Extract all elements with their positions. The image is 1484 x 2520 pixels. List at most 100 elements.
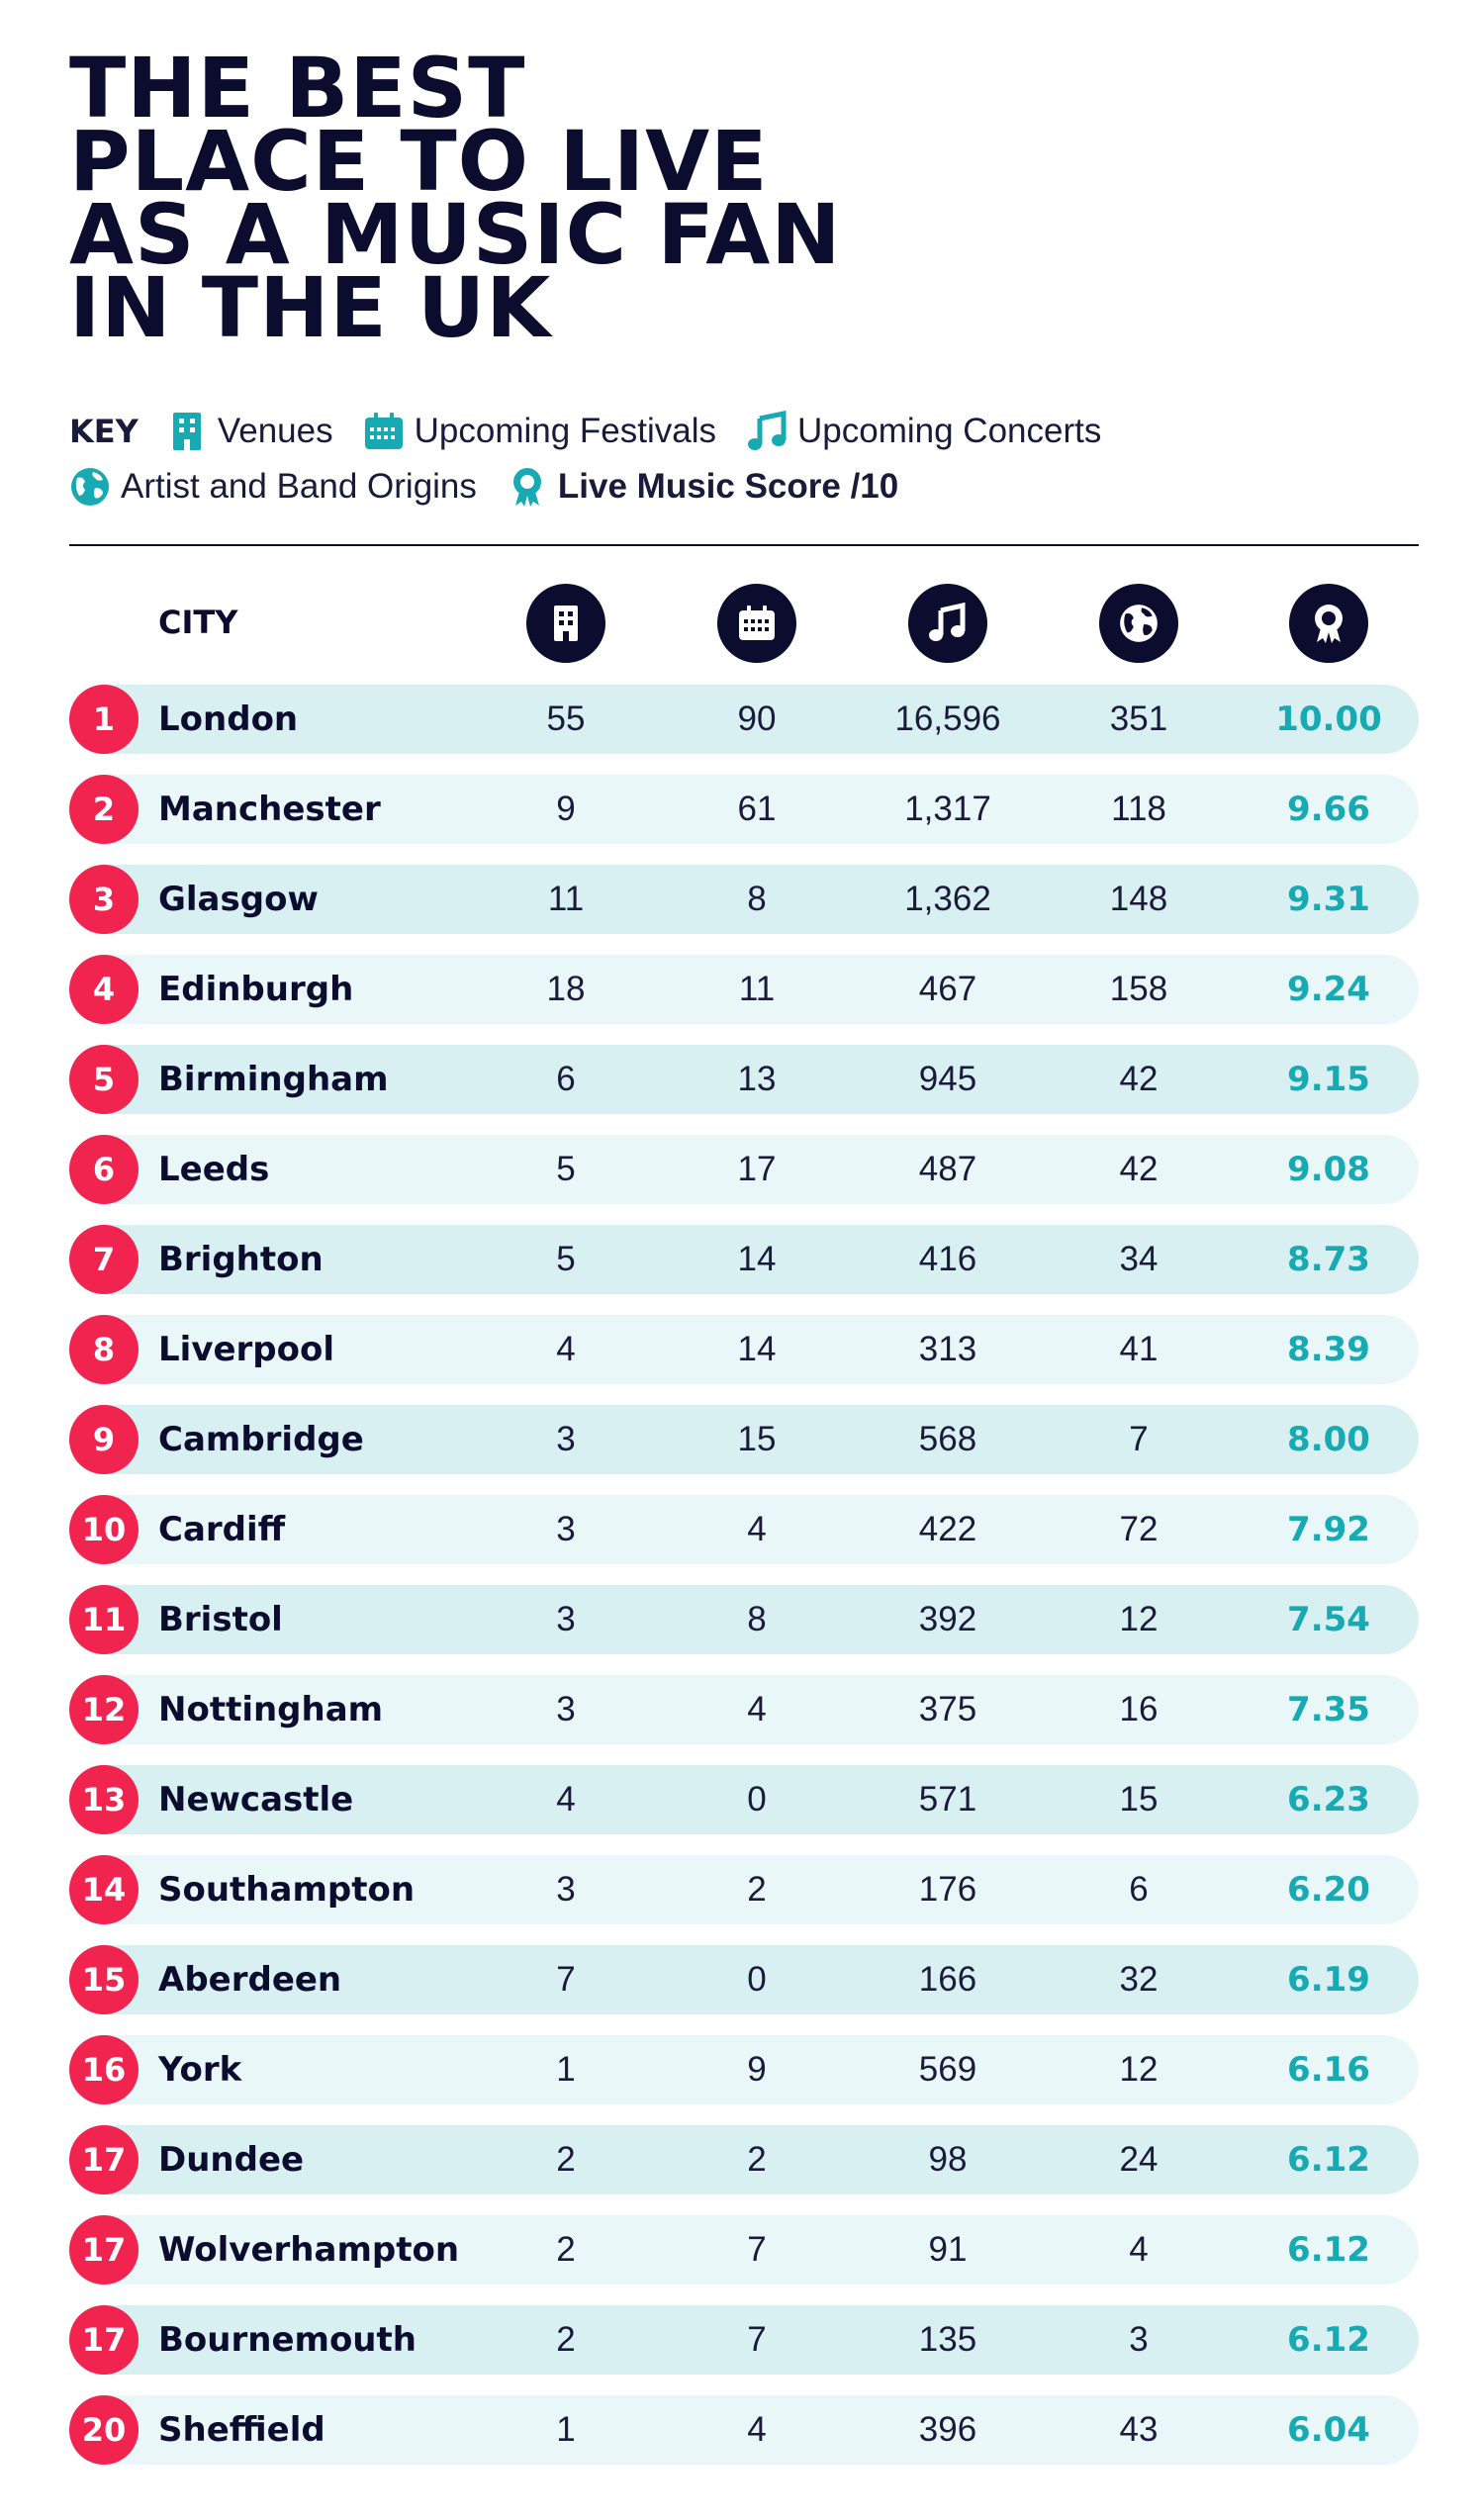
concerts-value: 176 — [918, 1870, 977, 1909]
table-row: 8 Liverpool 4 14 313 41 8.39 — [69, 1315, 1419, 1384]
festival-calendar-icon — [363, 411, 405, 452]
score-value: 8.00 — [1287, 1420, 1370, 1459]
table-row: 2 Manchester 9 61 1,317 118 9.66 — [69, 775, 1419, 844]
rank-badge: 14 — [69, 1855, 139, 1924]
rank-badge: 20 — [69, 2395, 139, 2465]
row-band — [104, 1945, 1419, 2014]
concerts-value: 569 — [918, 2050, 977, 2089]
venues-value: 3 — [556, 1420, 576, 1458]
table-row: 20 Sheffield 1 4 396 43 6.04 — [69, 2395, 1419, 2465]
legend-item-festivals: Upcoming Festivals — [363, 411, 716, 452]
row-band — [104, 2305, 1419, 2375]
legend-item-concerts: Upcoming Concerts — [746, 411, 1101, 452]
globe-icon — [69, 466, 111, 508]
city-name: Glasgow — [158, 880, 319, 919]
venues-value: 2 — [556, 2320, 576, 2359]
venues-value: 18 — [546, 970, 586, 1008]
venues-value: 2 — [556, 2140, 576, 2179]
venues-value: 3 — [556, 1870, 576, 1909]
key-label: KEY — [69, 413, 139, 450]
city-name: Bournemouth — [158, 2320, 417, 2360]
concerts-value: 467 — [918, 970, 977, 1008]
origins-value: 351 — [1109, 700, 1168, 738]
origins-value: 42 — [1119, 1150, 1159, 1188]
origins-value: 72 — [1119, 1510, 1159, 1548]
table-row: 17 Dundee 2 2 98 24 6.12 — [69, 2125, 1419, 2194]
city-name: Southampton — [158, 1870, 416, 1910]
legend-key: KEY Venues Upcoming Festivals Upcoming C… — [69, 404, 1131, 514]
venues-value: 5 — [556, 1240, 576, 1278]
city-name: Cambridge — [158, 1420, 364, 1459]
rank-badge: 15 — [69, 1945, 139, 2014]
music-note-icon — [908, 584, 987, 663]
city-name: Dundee — [158, 2140, 305, 2180]
row-band — [104, 2035, 1419, 2104]
score-value: 6.23 — [1287, 1780, 1370, 1820]
row-band — [104, 1495, 1419, 1564]
score-value: 7.35 — [1287, 1690, 1370, 1729]
festivals-value: 7 — [747, 2230, 767, 2269]
score-value: 8.39 — [1287, 1330, 1370, 1369]
origins-value: 118 — [1111, 790, 1166, 828]
legend-label: Upcoming Festivals — [414, 412, 716, 450]
origins-value: 15 — [1119, 1780, 1159, 1819]
festivals-value: 2 — [747, 2140, 767, 2179]
title-line: AS A MUSIC FAN — [69, 186, 842, 283]
concerts-value: 313 — [918, 1330, 977, 1368]
table-row: 5 Birmingham 6 13 945 42 9.15 — [69, 1045, 1419, 1114]
city-name: Cardiff — [158, 1510, 286, 1549]
origins-value: 24 — [1119, 2140, 1159, 2179]
concerts-value: 135 — [918, 2320, 977, 2359]
venues-value: 4 — [556, 1780, 576, 1819]
legend-label: Upcoming Concerts — [797, 412, 1102, 450]
festivals-value: 4 — [747, 2410, 767, 2449]
city-name: Newcastle — [158, 1780, 354, 1820]
rank-badge: 11 — [69, 1585, 139, 1654]
venues-value: 5 — [556, 1150, 576, 1188]
table-row: 17 Bournemouth 2 7 135 3 6.12 — [69, 2305, 1419, 2375]
rank-badge: 9 — [69, 1405, 139, 1474]
table-row: 12 Nottingham 3 4 375 16 7.35 — [69, 1675, 1419, 1744]
origins-value: 16 — [1119, 1690, 1159, 1728]
concerts-value: 98 — [928, 2140, 968, 2179]
table-row: 17 Wolverhampton 2 7 91 4 6.12 — [69, 2215, 1419, 2285]
festivals-value: 8 — [747, 1600, 767, 1638]
city-name: Manchester — [158, 790, 381, 829]
score-value: 6.12 — [1287, 2140, 1370, 2180]
concerts-value: 1,317 — [904, 790, 991, 828]
venues-value: 55 — [546, 700, 586, 738]
festival-calendar-icon — [717, 584, 796, 663]
score-value: 6.19 — [1287, 1960, 1370, 2000]
concerts-value: 422 — [918, 1510, 977, 1548]
row-band — [104, 2395, 1419, 2465]
rank-badge: 12 — [69, 1675, 139, 1744]
concerts-value: 571 — [918, 1780, 977, 1819]
origins-value: 4 — [1129, 2230, 1149, 2269]
city-name: Edinburgh — [158, 970, 354, 1009]
score-value: 9.08 — [1287, 1150, 1370, 1189]
table-header: CITY — [69, 584, 1419, 663]
row-band — [104, 1405, 1419, 1474]
festivals-value: 90 — [737, 700, 777, 738]
table-row: 16 York 1 9 569 12 6.16 — [69, 2035, 1419, 2104]
venues-value: 11 — [547, 880, 585, 918]
concerts-value: 945 — [918, 1060, 977, 1098]
rank-badge: 13 — [69, 1765, 139, 1834]
venues-value: 2 — [556, 2230, 576, 2269]
festivals-value: 15 — [737, 1420, 777, 1458]
rank-badge: 6 — [69, 1135, 139, 1204]
venues-value: 3 — [556, 1600, 576, 1638]
row-band — [104, 2215, 1419, 2285]
rank-badge: 17 — [69, 2305, 139, 2375]
row-band — [104, 955, 1419, 1024]
rank-badge: 17 — [69, 2125, 139, 2194]
city-name: Aberdeen — [158, 1960, 342, 2000]
festivals-value: 13 — [737, 1060, 777, 1098]
concerts-value: 1,362 — [904, 880, 991, 918]
row-band — [104, 1585, 1419, 1654]
ranking-table: 1 London 55 90 16,596 351 10.00 2 Manchester 9 61 1… — [69, 685, 1419, 2485]
origins-value: 3 — [1129, 2320, 1149, 2359]
festivals-value: 14 — [737, 1240, 777, 1278]
table-row: 9 Cambridge 3 15 568 7 8.00 — [69, 1405, 1419, 1474]
origins-value: 43 — [1119, 2410, 1159, 2449]
